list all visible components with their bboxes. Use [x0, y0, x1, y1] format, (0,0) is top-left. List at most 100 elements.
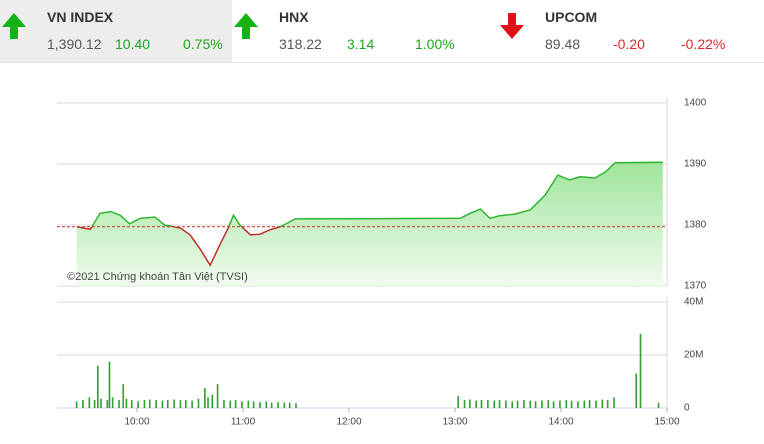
volume-bar	[288, 402, 291, 408]
index-change: 10.40	[115, 36, 151, 52]
volume-bar	[100, 398, 102, 408]
volume-bar	[184, 400, 187, 408]
volume-bar	[204, 388, 206, 408]
volume-bar	[606, 400, 609, 408]
volume-bar	[595, 400, 597, 408]
volume-bar	[559, 400, 561, 408]
volume-bar	[534, 401, 537, 408]
volume-bar	[552, 401, 555, 408]
volume-bar	[259, 402, 261, 408]
y-tick-label: 0	[684, 403, 690, 414]
volume-bar	[82, 400, 84, 408]
price-line-negative	[76, 226, 282, 267]
volume-bar	[541, 400, 543, 408]
volume-bar	[247, 400, 250, 408]
divider	[0, 62, 764, 63]
x-tick-label: 15:00	[654, 417, 679, 428]
volume-bar	[173, 399, 175, 408]
volume-bar	[529, 400, 532, 408]
index-change: -0.20	[613, 36, 645, 52]
volume-bar	[111, 397, 114, 408]
y-tick-label: 1400	[684, 98, 707, 109]
volume-bar	[505, 400, 507, 408]
volume-bar	[469, 399, 471, 408]
volume-bar	[75, 401, 78, 408]
volume-bar	[516, 400, 519, 408]
x-tick-label: 10:00	[125, 417, 150, 428]
volume-bar	[613, 397, 615, 408]
volume-bar	[125, 398, 128, 408]
arrow	[2, 13, 26, 39]
x-tick-label: 11:00	[231, 417, 256, 428]
y-tick-label: 1370	[684, 281, 707, 292]
volume-bar	[161, 400, 164, 408]
volume-bar	[283, 402, 286, 408]
index-tile[interactable]: UPCOM 89.48 -0.20 -0.22%	[498, 0, 764, 62]
volume-bar	[155, 400, 157, 408]
volume-bar	[191, 400, 193, 408]
annotation: ©2021 Chứng khoán Tân Việt (TVSI)	[67, 271, 248, 283]
volume-bar	[179, 400, 182, 408]
volume-bar	[207, 397, 209, 408]
volume-bar	[229, 400, 232, 408]
index-value: 318.22	[279, 36, 322, 52]
arrow-icon	[234, 13, 258, 39]
arrow	[234, 13, 258, 39]
volume-bar	[583, 400, 586, 408]
price-line	[76, 161, 663, 227]
volume-bar	[588, 400, 591, 408]
volume-bar	[118, 400, 120, 408]
volume-bar	[143, 400, 146, 408]
index-value: 1,390.12	[47, 36, 102, 52]
volume-bar	[234, 400, 237, 408]
x-tick-label: 13:00	[442, 417, 467, 428]
volume-bar	[197, 398, 200, 408]
volume-bar	[480, 400, 483, 408]
index-tile[interactable]: VN INDEX 1,390.12 10.40 0.75%	[0, 0, 232, 62]
volume-bar	[137, 401, 139, 408]
index-change: 3.14	[347, 36, 375, 52]
volume-bar	[108, 361, 111, 408]
volume-bar	[511, 401, 514, 408]
volume-bar	[295, 403, 297, 408]
volume-bar	[270, 402, 273, 408]
volume-bar	[601, 399, 604, 408]
volume-bar	[570, 400, 573, 408]
index-name: VN INDEX	[47, 9, 114, 25]
volume-bar	[252, 401, 255, 408]
volume-bar	[475, 400, 478, 408]
volume-bar	[93, 400, 96, 408]
y-tick-label: 20M	[684, 350, 703, 361]
index-name: UPCOM	[545, 9, 598, 25]
arrow	[500, 13, 524, 39]
index-percent: 0.75%	[183, 36, 223, 52]
index-name: HNX	[279, 9, 309, 25]
volume-bar	[457, 396, 459, 408]
volume-bar	[122, 384, 125, 408]
volume-bar	[657, 402, 660, 408]
volume-bar	[565, 400, 568, 408]
volume-bar	[148, 399, 151, 408]
volume-bar	[166, 400, 169, 408]
x-tick-label: 12:00	[337, 417, 362, 428]
volume-bar	[216, 384, 219, 408]
volume-bar	[277, 402, 279, 408]
y-tick-label: 1380	[684, 220, 707, 231]
volume-bar	[130, 400, 133, 408]
volume-bar	[487, 400, 489, 408]
volume-bar	[223, 400, 225, 408]
volume-bar	[635, 373, 638, 408]
index-tile[interactable]: HNX 318.22 3.14 1.00%	[232, 0, 498, 62]
volume-bar	[106, 400, 109, 408]
volume-bar	[211, 394, 214, 408]
volume-bar	[498, 400, 501, 408]
volume-bar	[97, 365, 99, 408]
volume-bar	[265, 401, 268, 408]
area	[76, 162, 663, 286]
volume-bar	[577, 401, 579, 408]
volume-bar	[493, 400, 496, 408]
volume-bar	[547, 400, 550, 408]
index-percent: -0.22%	[681, 36, 726, 52]
